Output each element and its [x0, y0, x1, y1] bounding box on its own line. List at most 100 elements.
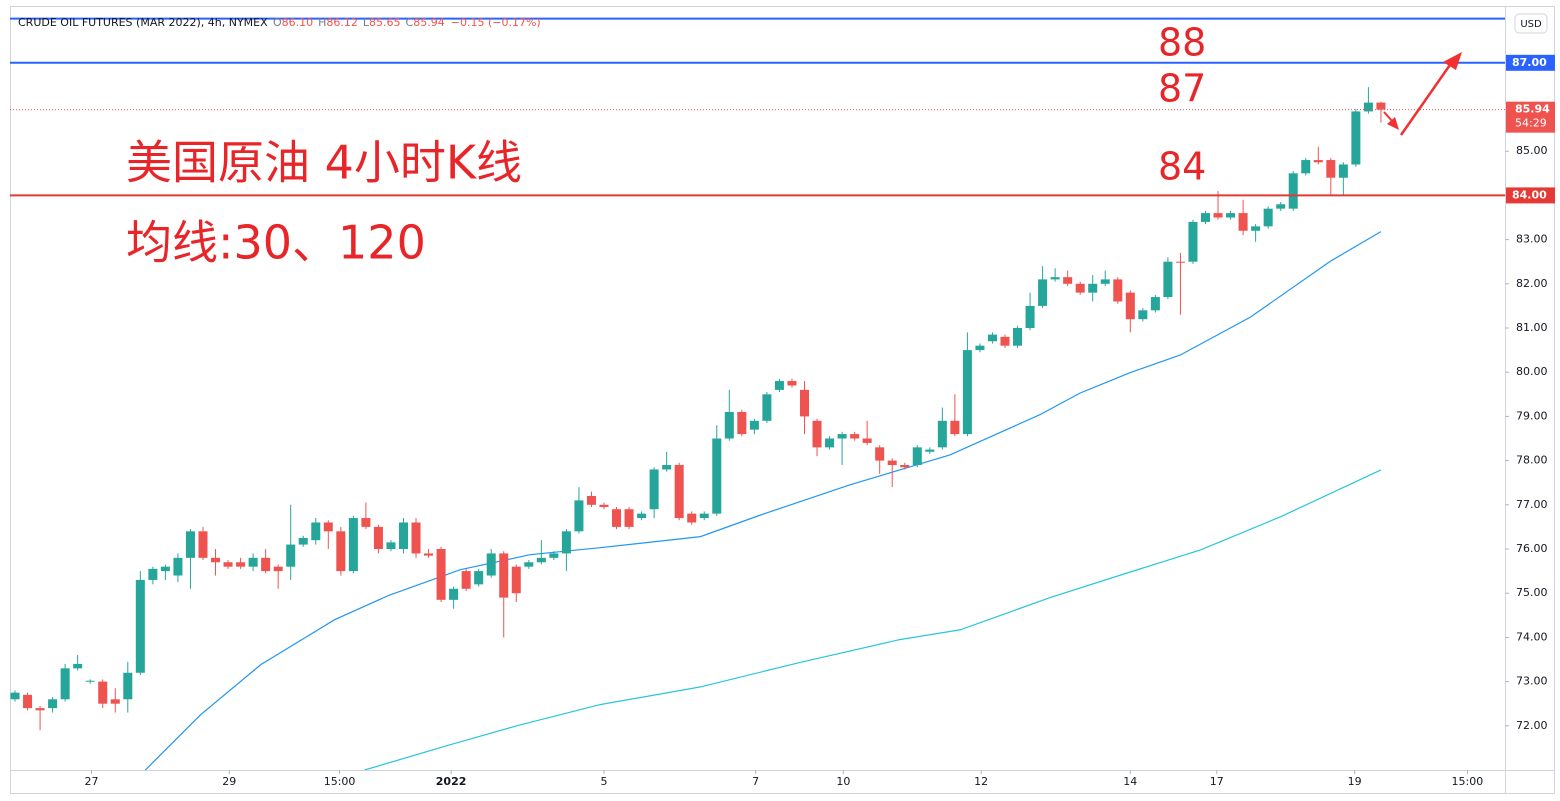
- candle-body: [248, 557, 258, 567]
- y-tick-label: 75.00: [1516, 586, 1548, 599]
- candle-body: [912, 447, 922, 466]
- currency-button[interactable]: [1514, 13, 1548, 34]
- candle-body: [975, 345, 985, 351]
- candle-body: [449, 588, 459, 600]
- candle-body: [511, 566, 521, 594]
- x-tick-label: 27: [84, 775, 98, 788]
- candle-body: [737, 411, 747, 435]
- ohlc-value: 85.94: [413, 16, 445, 29]
- y-tick-label: 82.00: [1516, 277, 1548, 290]
- y-tick-label: 78.00: [1516, 454, 1548, 467]
- x-tick-label: 5: [600, 775, 607, 788]
- candle-body: [1263, 208, 1273, 227]
- last-price-label: 85.94: [1515, 103, 1550, 116]
- countdown-label: 54:29: [1515, 117, 1547, 130]
- x-tick-label: 14: [1123, 775, 1137, 788]
- candle-body: [549, 553, 559, 558]
- candle-body: [837, 434, 847, 439]
- candle-body: [1351, 111, 1361, 165]
- candle-body: [1125, 292, 1135, 320]
- candle-body: [586, 495, 596, 505]
- candle-body: [749, 420, 759, 430]
- candle-body: [1113, 279, 1123, 302]
- currency-label[interactable]: USD: [1520, 19, 1542, 30]
- candle-body: [1313, 160, 1323, 163]
- symbol-title: CRUDE OIL FUTURES (MAR 2022), 4h, NYMEX: [18, 16, 268, 29]
- candle-body: [612, 509, 622, 527]
- candle-body: [311, 522, 321, 541]
- overlay: 72.00 73.00 74.00 75.00 76.00 77.00 78.00 79.00…: [10, 17, 1555, 788]
- x-tick-label: 17: [1210, 775, 1224, 788]
- y-tick-label: 85.00: [1516, 144, 1548, 157]
- x-tick-label: 2022: [436, 775, 467, 788]
- candle-body: [461, 571, 471, 589]
- candle-body: [211, 557, 221, 563]
- annotation: 84: [1158, 145, 1206, 189]
- plot-area: [10, 87, 1386, 770]
- candle-body: [1326, 160, 1336, 178]
- candle-body: [649, 469, 659, 510]
- annotation: 美国原油 4小时K线: [126, 136, 522, 190]
- candle-body: [787, 381, 797, 386]
- x-tick-label: 10: [836, 775, 850, 788]
- candle-body: [762, 394, 772, 421]
- candle-body: [1213, 213, 1223, 218]
- candle-body: [574, 500, 584, 532]
- candle-body: [674, 465, 684, 519]
- candle-body: [386, 542, 396, 550]
- y-tick-label: 76.00: [1516, 542, 1548, 555]
- candle-body: [1050, 277, 1060, 280]
- candle-body: [699, 513, 709, 519]
- candle-body: [624, 509, 634, 527]
- arrow: [1383, 52, 1462, 136]
- level-label: 87.00: [1512, 56, 1547, 69]
- candle-body: [160, 566, 170, 572]
- candle-body: [1188, 221, 1198, 262]
- candle-body: [148, 568, 158, 580]
- ohlc-key: L: [363, 16, 370, 29]
- moving-average: [144, 231, 1382, 770]
- candle-body: [23, 694, 33, 709]
- candle-body: [1075, 283, 1085, 293]
- x-tick-label: 15:00: [324, 775, 356, 788]
- candle-body: [875, 447, 885, 461]
- candle-body: [185, 531, 195, 558]
- candle-body: [1276, 204, 1286, 209]
- ohlc-value: 86.12: [326, 16, 358, 29]
- candle-body: [436, 549, 446, 600]
- candle-body: [236, 562, 246, 567]
- candle-body: [173, 557, 183, 576]
- x-tick-label: 29: [222, 775, 236, 788]
- y-tick-label: 80.00: [1516, 365, 1548, 378]
- y-tick-label: 73.00: [1516, 675, 1548, 688]
- candle-body: [73, 663, 83, 669]
- annotation: 均线:30、120: [126, 216, 426, 270]
- candle-body: [35, 708, 45, 711]
- candle-body: [348, 518, 358, 572]
- candle-body: [1363, 102, 1373, 112]
- candle-body: [812, 420, 822, 448]
- candle-body: [223, 562, 233, 567]
- candle-body: [599, 504, 609, 508]
- ohlc-key: O: [273, 16, 282, 29]
- candle-body: [1163, 261, 1173, 298]
- candle-body: [1038, 279, 1048, 306]
- candle-body: [536, 557, 546, 563]
- candle-body: [198, 531, 208, 558]
- y-tick-label: 81.00: [1516, 321, 1548, 334]
- candle-body: [950, 420, 960, 435]
- candle-body: [1338, 164, 1348, 178]
- y-tick-label: 74.00: [1516, 630, 1548, 643]
- candle-body: [524, 562, 534, 567]
- candle-body: [687, 513, 697, 523]
- candle-body: [724, 411, 734, 439]
- candle-body: [1025, 305, 1035, 329]
- candle-body: [373, 526, 383, 550]
- candle-body: [850, 434, 860, 439]
- level-label-box: [1506, 187, 1555, 204]
- candle-body: [286, 544, 296, 567]
- candle-body: [60, 668, 70, 700]
- candle-body: [1000, 336, 1010, 346]
